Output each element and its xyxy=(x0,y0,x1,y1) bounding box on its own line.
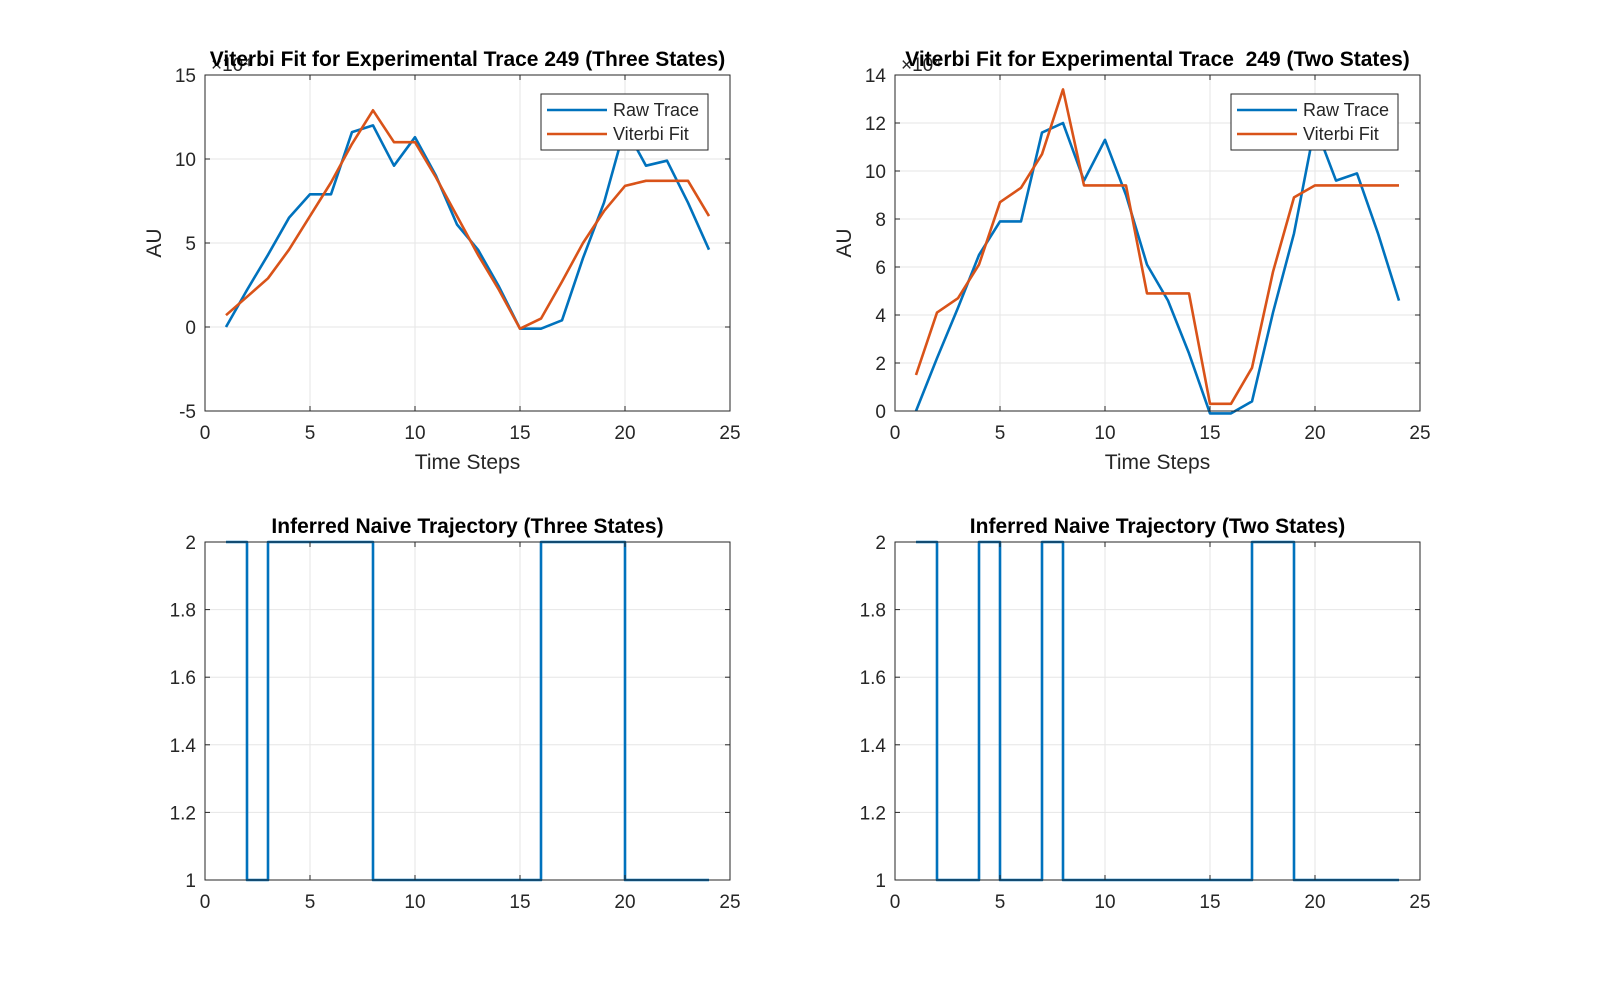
legend-entry: Viterbi Fit xyxy=(613,124,689,144)
series-line-viterbi-fit xyxy=(914,88,1399,406)
chart-title: Viterbi Fit for Experimental Trace 249 (… xyxy=(905,48,1410,71)
x-tick-label: 20 xyxy=(1304,892,1325,913)
subplot-4: 0 5 10 15 20 25 1 1.2 1.4 1.6 1.8 2 Inferred Naive T… xyxy=(860,515,1431,913)
y-tick-label: 1.8 xyxy=(170,601,196,622)
y-tick-label: 1.8 xyxy=(860,601,886,622)
y-exponent-label: ×10⁴ xyxy=(901,55,941,76)
x-tick-label: 15 xyxy=(1199,423,1220,444)
y-tick-label: 0 xyxy=(185,318,196,339)
plot-area xyxy=(205,542,730,880)
y-tick-label: 10 xyxy=(865,162,886,183)
axes-box xyxy=(894,541,1421,881)
y-tick-label: 2 xyxy=(185,533,196,554)
x-tick-label: 15 xyxy=(509,423,530,444)
legend: Raw Trace Viterbi Fit xyxy=(1230,93,1399,151)
x-tick-label: 25 xyxy=(719,423,740,444)
x-tick-label: 5 xyxy=(305,423,316,444)
y-tick-label: 10 xyxy=(175,150,196,171)
y-tick-label: 2 xyxy=(875,354,886,375)
y-tick-label: 15 xyxy=(175,66,196,87)
legend-box xyxy=(1230,93,1399,151)
y-tick-label: 14 xyxy=(865,66,887,87)
x-tick-label: 5 xyxy=(995,423,1006,444)
y-tick-label: 12 xyxy=(865,114,886,135)
x-tick-label: 10 xyxy=(404,892,425,913)
x-tick-label: 5 xyxy=(995,892,1006,913)
y-tick-label: 1.6 xyxy=(170,668,196,689)
legend-entry: Viterbi Fit xyxy=(1303,124,1379,144)
chart-title: Inferred Naive Trajectory (Two States) xyxy=(970,515,1345,538)
y-tick-label: 1.6 xyxy=(860,668,886,689)
y-tick-label: 0 xyxy=(875,402,886,423)
legend-box xyxy=(540,93,709,151)
y-tick-label: 6 xyxy=(875,258,886,279)
x-tick-label: 25 xyxy=(1409,892,1430,913)
y-axis-label: AU xyxy=(833,228,856,257)
x-tick-label: 25 xyxy=(719,892,740,913)
y-axis-label: AU xyxy=(143,228,166,257)
y-tick-label: 2 xyxy=(875,533,886,554)
y-tick-label: -5 xyxy=(179,402,196,423)
x-axis-label: Time Steps xyxy=(415,451,520,474)
y-tick-label: 4 xyxy=(875,306,886,327)
x-tick-label: 20 xyxy=(614,892,635,913)
legend: Raw Trace Viterbi Fit xyxy=(540,93,709,151)
y-tick-label: 1.2 xyxy=(860,803,886,824)
y-tick-label: 1.4 xyxy=(170,736,197,757)
axes-box xyxy=(204,541,731,881)
axes-box xyxy=(894,74,1421,412)
x-tick-label: 0 xyxy=(890,892,901,913)
x-tick-label: 10 xyxy=(1094,892,1115,913)
y-tick-label: 1 xyxy=(185,871,196,892)
y-tick-label: 1.4 xyxy=(860,736,887,757)
plot-area xyxy=(895,542,1420,880)
x-axis-label: Time Steps xyxy=(1105,451,1210,474)
y-tick-label: 8 xyxy=(875,210,886,231)
x-tick-label: 20 xyxy=(614,423,635,444)
y-tick-label: 1 xyxy=(875,871,886,892)
chart-title: Viterbi Fit for Experimental Trace 249 (… xyxy=(210,48,725,71)
x-tick-label: 15 xyxy=(509,892,530,913)
chart-title: Inferred Naive Trajectory (Three States) xyxy=(271,515,663,538)
legend-entry: Raw Trace xyxy=(613,100,699,120)
x-tick-label: 5 xyxy=(305,892,316,913)
subplot-3: 0 5 10 15 20 25 1 1.2 1.4 1.6 1.8 2 Inferred Naive T… xyxy=(170,515,741,913)
x-tick-label: 0 xyxy=(200,892,211,913)
x-tick-label: 20 xyxy=(1304,423,1325,444)
x-tick-label: 0 xyxy=(200,423,211,444)
x-tick-label: 0 xyxy=(890,423,901,444)
legend-entry: Raw Trace xyxy=(1303,100,1389,120)
y-exponent-label: ×10⁴ xyxy=(211,55,251,76)
x-tick-label: 15 xyxy=(1199,892,1220,913)
y-tick-label: 5 xyxy=(185,234,196,255)
x-tick-label: 10 xyxy=(404,423,425,444)
series-line-viterbi-fit xyxy=(225,109,711,330)
x-tick-label: 10 xyxy=(1094,423,1115,444)
y-tick-label: 1.2 xyxy=(170,803,196,824)
x-tick-label: 25 xyxy=(1409,423,1430,444)
